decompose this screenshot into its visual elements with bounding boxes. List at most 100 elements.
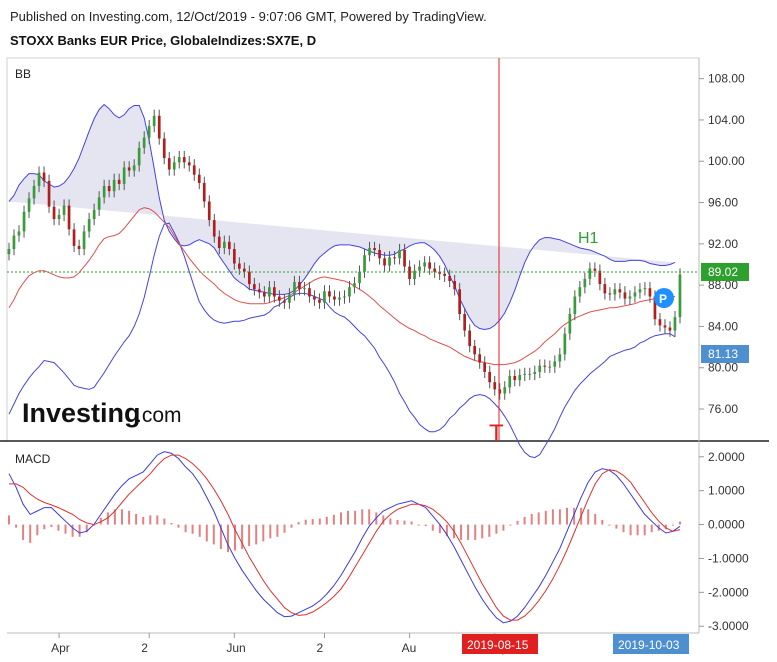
svg-text:.com: .com: [136, 404, 182, 427]
candle-body: [303, 288, 306, 290]
macd-histogram-bar: [417, 524, 420, 526]
candle-body: [363, 255, 366, 272]
candle-body: [187, 162, 191, 166]
macd-histogram-bar: [679, 521, 681, 525]
macd-histogram-bar: [410, 521, 413, 525]
price-tick-label: 84.00: [708, 319, 738, 333]
candle-body: [42, 172, 46, 181]
macd-histogram-bar: [283, 524, 286, 533]
macd-histogram-bar: [481, 524, 484, 539]
candle-body: [308, 288, 311, 297]
macd-histogram-bar: [516, 520, 519, 525]
candle-body: [202, 182, 206, 202]
chart-title: STOXX Banks EUR Price, GlobaleIndizes:SX…: [10, 33, 317, 48]
candle-body: [258, 289, 261, 293]
macd-histogram-bar: [128, 510, 131, 525]
macd-histogram-bar: [438, 524, 441, 534]
candle-body: [428, 262, 431, 269]
macd-histogram-bar: [622, 524, 625, 533]
candle-body: [638, 289, 642, 293]
macd-histogram-bar: [403, 520, 406, 525]
candle-body: [17, 231, 21, 236]
candle-body: [137, 147, 141, 166]
candle-body: [353, 283, 356, 288]
candle-body: [668, 327, 672, 331]
candle-body: [613, 289, 617, 295]
macd-histogram-bar: [396, 520, 399, 525]
candle-body: [233, 249, 236, 264]
candle-body: [523, 373, 527, 375]
candle-body: [408, 266, 411, 279]
macd-histogram-bar: [495, 524, 498, 534]
current-price-value: 89.02: [708, 265, 738, 279]
macd-histogram-bar: [113, 509, 116, 525]
macd-histogram-bar: [551, 509, 554, 525]
macd-tick-label: -1.0000: [708, 551, 749, 565]
candle-body: [152, 115, 156, 127]
macd-tick-label: 2.0000: [708, 450, 745, 464]
macd-histogram-bar: [36, 524, 39, 536]
candle-body: [608, 293, 612, 295]
price-tick-label: 80.00: [708, 361, 738, 375]
candle-body: [263, 292, 266, 297]
macd-histogram-bar: [64, 524, 67, 534]
macd-histogram-bar: [354, 510, 357, 525]
macd-histogram-bar: [650, 524, 653, 533]
macd-histogram-bar: [431, 524, 434, 531]
candle-body: [418, 266, 421, 271]
pattern-badge-icon[interactable]: P: [654, 288, 674, 308]
candle-body: [663, 325, 667, 328]
price-tick-label: 92.00: [708, 237, 738, 251]
candle-body: [398, 250, 401, 259]
candle-body: [548, 366, 552, 368]
candle-body: [238, 263, 241, 269]
candle-body: [67, 205, 71, 230]
candle-body: [102, 186, 106, 198]
candle-body: [223, 241, 226, 248]
candle-body: [538, 365, 542, 372]
macd-histogram-bar: [488, 524, 491, 537]
candle-body: [368, 248, 371, 256]
macd-histogram-bar: [474, 524, 477, 540]
candle-body: [97, 197, 101, 210]
candle-body: [217, 236, 221, 248]
macd-histogram-bar: [43, 524, 46, 530]
candle-body: [628, 296, 632, 299]
macd-histogram-bar: [248, 524, 251, 546]
candle-body: [583, 278, 587, 288]
price-pane-label: BB: [15, 67, 31, 81]
candle-body: [373, 248, 376, 251]
macd-histogram-bar: [325, 516, 328, 525]
macd-histogram-bar: [304, 519, 307, 525]
candle-body: [413, 270, 416, 279]
candle-body: [177, 157, 181, 163]
candle-body: [228, 241, 231, 249]
macd-line: [8, 451, 681, 624]
candle-body: [618, 289, 622, 293]
candle-body: [503, 387, 507, 394]
candle-body: [72, 229, 76, 246]
candle-body: [182, 157, 186, 163]
candle-body: [358, 271, 361, 284]
macd-histogram-bar: [467, 524, 470, 540]
candle-body: [403, 250, 406, 267]
macd-histogram-bar: [170, 523, 173, 525]
macd-tick-label: 0.0000: [708, 518, 745, 532]
candle-body: [132, 165, 136, 171]
candle-body: [37, 172, 41, 186]
price-tick-label: 104.00: [708, 113, 745, 127]
macd-tick-label: 1.0000: [708, 484, 745, 498]
candle-body: [333, 296, 336, 300]
macd-tick-label: -3.0000: [708, 619, 749, 633]
candle-body: [468, 330, 471, 347]
candle-body: [473, 346, 476, 355]
candle-body: [87, 219, 91, 232]
candle-body: [563, 333, 567, 355]
macd-histogram-bar: [156, 515, 159, 525]
candle-body: [162, 138, 166, 159]
candle-body: [438, 271, 441, 274]
candle-body: [313, 296, 316, 300]
macd-histogram-bar: [347, 510, 349, 525]
candle-body: [658, 319, 662, 326]
